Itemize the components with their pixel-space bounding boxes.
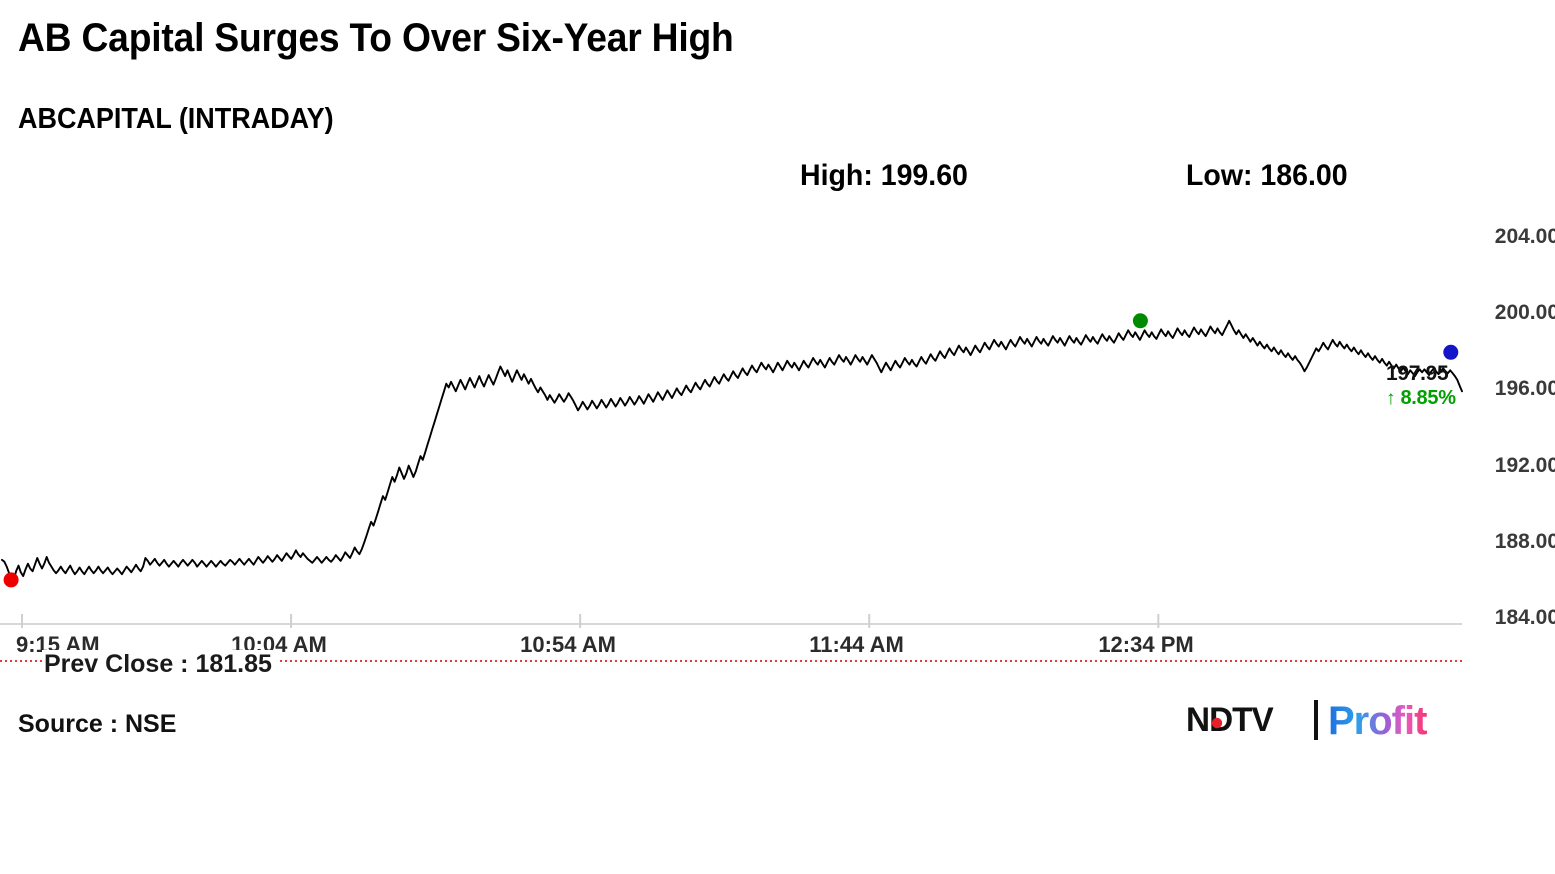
logo-graphic: NDTV Profit bbox=[1186, 699, 1428, 742]
prev-close-line bbox=[0, 660, 1462, 662]
price-change-value: 8.85% bbox=[1400, 387, 1456, 409]
last-marker bbox=[1443, 344, 1459, 360]
logo-divider bbox=[1314, 700, 1318, 740]
y-axis-label: 196.00 bbox=[1494, 377, 1555, 401]
logo-red-dot-icon bbox=[1211, 717, 1223, 729]
price-change-percent: ↑ 8.85% bbox=[1386, 387, 1456, 410]
logo-ndtv-text: NDTV bbox=[1186, 702, 1274, 739]
source-label: Source : NSE bbox=[18, 710, 177, 738]
high-marker bbox=[1132, 313, 1148, 329]
up-arrow-icon: ↑ bbox=[1386, 388, 1396, 409]
stat-high: High: 199.60 bbox=[800, 159, 968, 192]
y-axis-label: 188.00 bbox=[1494, 529, 1555, 553]
page-title: AB Capital Surges To Over Six-Year High bbox=[18, 16, 734, 60]
y-axis-label: 192.00 bbox=[1494, 453, 1555, 477]
x-axis-label: 12:34 PM bbox=[1098, 632, 1194, 657]
x-axis-ticks bbox=[21, 614, 1160, 628]
intraday-line-chart bbox=[0, 313, 1463, 628]
x-axis-label: 10:54 AM bbox=[520, 632, 616, 657]
stat-low: Low: 186.00 bbox=[1186, 159, 1348, 192]
ndtv-profit-logo: NDTV Profit bbox=[1186, 698, 1464, 742]
chart-plot-area bbox=[0, 210, 1555, 640]
low-marker bbox=[3, 572, 19, 588]
y-axis-label: 200.00 bbox=[1494, 301, 1555, 325]
ticker-subtitle: ABCAPITAL (INTRADAY) bbox=[18, 103, 334, 135]
logo-profit-text: Profit bbox=[1328, 699, 1427, 742]
last-price-annotation: 197.95 ↑ 8.85% bbox=[1386, 362, 1456, 410]
price-line bbox=[1, 319, 1463, 581]
price-markers bbox=[3, 313, 1459, 588]
y-axis-label: 184.00 bbox=[1494, 606, 1555, 629]
x-axis-label: 11:44 AM bbox=[809, 632, 904, 657]
last-price-value: 197.95 bbox=[1386, 362, 1449, 385]
prev-close-label: Prev Close : 181.85 bbox=[42, 650, 278, 679]
y-axis-label: 204.00 bbox=[1494, 225, 1555, 248]
